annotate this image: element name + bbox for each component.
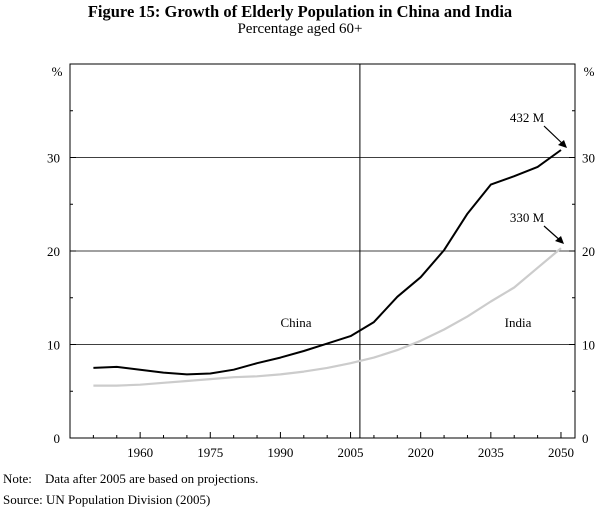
y-tick-label-left-20: 20	[47, 244, 60, 259]
annotation-arrowhead-china	[558, 140, 567, 148]
series-label-china: China	[280, 315, 311, 330]
series-label-india: India	[505, 315, 532, 330]
y-unit-left: %	[52, 64, 63, 79]
source-text: UN Population Division (2005)	[45, 492, 211, 507]
x-tick-label-1975: 1975	[197, 445, 223, 460]
y-tick-label-left-10: 10	[47, 338, 60, 353]
chart-subtitle: Percentage aged 60+	[237, 21, 363, 37]
x-tick-label-2020: 2020	[408, 445, 434, 460]
y-tick-label-right-30: 30	[582, 151, 595, 166]
note-label: Note:	[3, 471, 32, 486]
note: Note: Data after 2005 are based on projec…	[3, 471, 258, 487]
x-tick-label-2035: 2035	[478, 445, 504, 460]
chart-title: Figure 15: Growth of Elderly Population …	[87, 2, 513, 21]
x-tick-label-1990: 1990	[267, 445, 293, 460]
y-tick-label-left-30: 30	[47, 151, 60, 166]
x-tick-label-2050: 2050	[548, 445, 574, 460]
annotation-arrowhead-india	[555, 236, 564, 244]
x-tick-label-1960: 1960	[127, 445, 153, 460]
series-line-china	[93, 149, 562, 376]
x-tick-label-2005: 2005	[338, 445, 364, 460]
source: Source: UN Population Division (2005)	[3, 492, 210, 508]
y-tick-label-right-10: 10	[582, 338, 595, 353]
note-text: Data after 2005 are based on projections…	[45, 471, 259, 486]
y-tick-label-right-0: 0	[582, 431, 589, 446]
annotation-china-432m: 432 M	[510, 110, 545, 125]
y-tick-label-right-20: 20	[582, 244, 595, 259]
series-line-india	[93, 247, 562, 387]
y-tick-label-left-0: 0	[54, 431, 61, 446]
y-unit-right: %	[584, 64, 595, 79]
source-label: Source:	[3, 492, 43, 507]
annotation-india-330m: 330 M	[510, 210, 545, 225]
